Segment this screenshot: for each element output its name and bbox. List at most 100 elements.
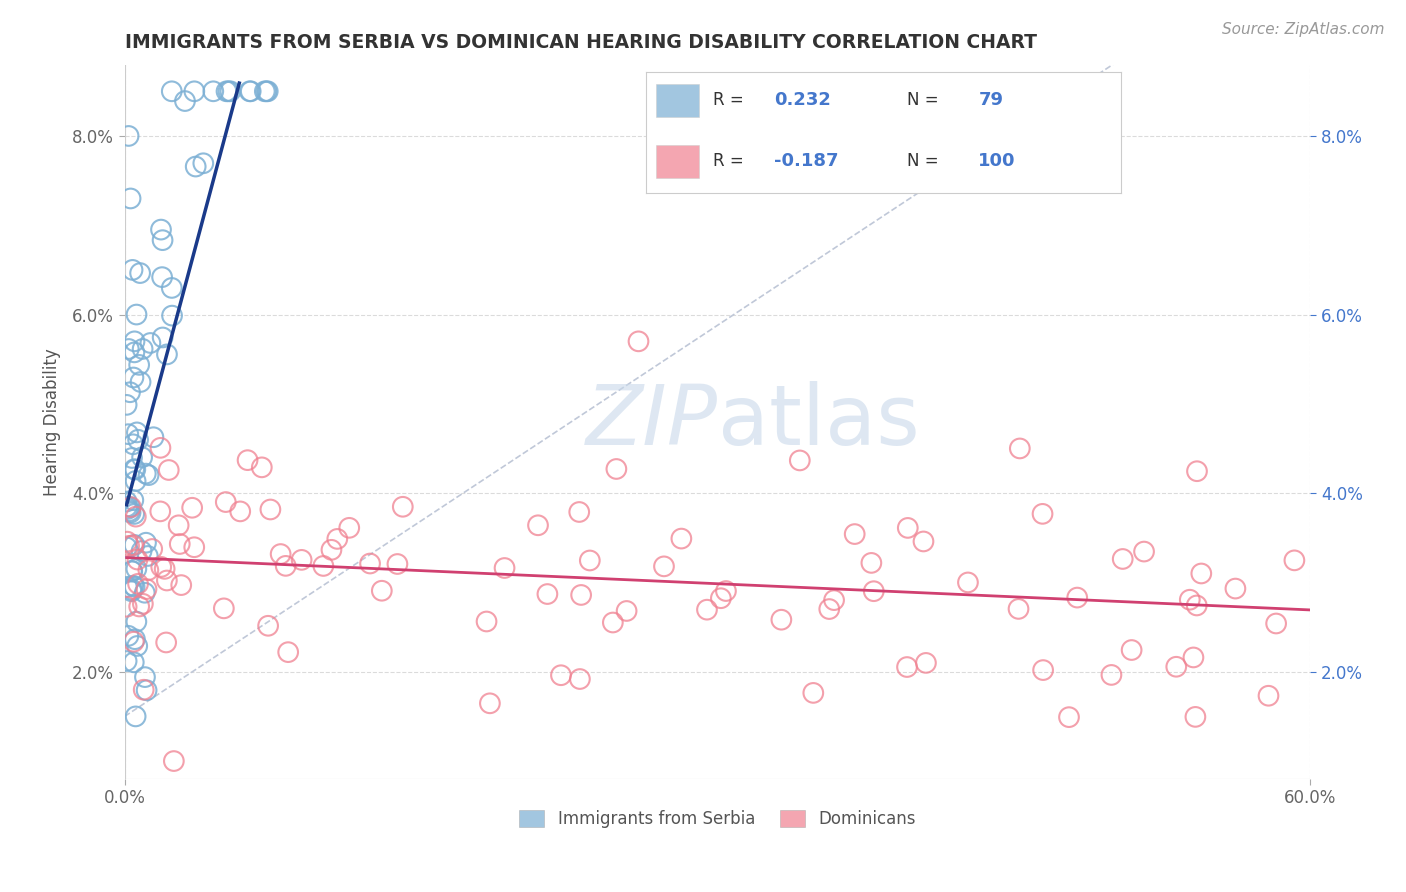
Point bbox=[120, 191, 142, 205]
Point bbox=[253, 84, 276, 98]
Point bbox=[117, 427, 139, 442]
Point bbox=[254, 84, 277, 98]
Point bbox=[259, 502, 281, 516]
Point bbox=[236, 453, 259, 467]
Point bbox=[568, 505, 591, 519]
Point bbox=[127, 433, 149, 447]
Point bbox=[124, 538, 146, 552]
Point bbox=[174, 94, 197, 108]
Point bbox=[115, 599, 138, 614]
Point bbox=[579, 553, 602, 567]
Point bbox=[122, 507, 145, 521]
Point bbox=[152, 330, 174, 344]
Point bbox=[714, 584, 737, 599]
Point bbox=[527, 518, 550, 533]
Point bbox=[239, 84, 262, 98]
Point bbox=[124, 709, 146, 723]
Point bbox=[122, 634, 145, 648]
Point bbox=[1057, 710, 1080, 724]
Point bbox=[138, 563, 160, 577]
Point bbox=[125, 425, 148, 440]
Point bbox=[183, 540, 205, 554]
Point bbox=[616, 604, 638, 618]
Point bbox=[1257, 689, 1279, 703]
Point bbox=[132, 682, 155, 697]
Point bbox=[1184, 710, 1206, 724]
Point bbox=[184, 160, 207, 174]
Y-axis label: Hearing Disability: Hearing Disability bbox=[44, 348, 60, 496]
Point bbox=[371, 583, 394, 598]
Point bbox=[160, 309, 183, 323]
Point bbox=[131, 544, 153, 558]
Point bbox=[156, 347, 179, 361]
Point bbox=[160, 84, 183, 98]
Point bbox=[127, 576, 149, 591]
Point bbox=[568, 672, 591, 686]
Point bbox=[152, 233, 174, 247]
Point bbox=[602, 615, 624, 630]
Point bbox=[138, 468, 160, 483]
Point bbox=[170, 578, 193, 592]
Point bbox=[129, 375, 152, 389]
Point bbox=[312, 558, 335, 573]
Point bbox=[124, 345, 146, 359]
Point bbox=[181, 500, 204, 515]
Point bbox=[217, 84, 239, 98]
Point bbox=[128, 358, 150, 372]
Point bbox=[169, 537, 191, 551]
Point bbox=[550, 668, 572, 682]
Point bbox=[125, 615, 148, 629]
Point bbox=[1166, 659, 1188, 673]
Point bbox=[897, 521, 920, 535]
Text: atlas: atlas bbox=[717, 381, 920, 462]
Point bbox=[155, 635, 177, 649]
Point bbox=[770, 613, 793, 627]
Point bbox=[274, 558, 297, 573]
Point bbox=[125, 509, 148, 524]
Point bbox=[149, 504, 172, 518]
Point bbox=[115, 541, 138, 555]
Point bbox=[605, 462, 627, 476]
Point bbox=[135, 535, 157, 549]
Point bbox=[536, 587, 558, 601]
Point bbox=[127, 552, 149, 566]
Point bbox=[150, 270, 173, 285]
Point bbox=[141, 541, 163, 556]
Point bbox=[277, 645, 299, 659]
Point bbox=[1007, 602, 1029, 616]
Point bbox=[120, 506, 142, 520]
Point bbox=[134, 586, 156, 600]
Point bbox=[160, 281, 183, 295]
Point bbox=[337, 521, 360, 535]
Point bbox=[291, 553, 314, 567]
Point bbox=[212, 601, 235, 615]
Point bbox=[124, 632, 146, 647]
Point bbox=[321, 542, 343, 557]
Point bbox=[167, 518, 190, 533]
Point bbox=[125, 562, 148, 576]
Point bbox=[494, 561, 516, 575]
Point bbox=[860, 556, 883, 570]
Point bbox=[150, 560, 173, 574]
Point bbox=[115, 654, 138, 668]
Point bbox=[1182, 650, 1205, 665]
Point bbox=[118, 342, 141, 356]
Point bbox=[844, 527, 866, 541]
Point bbox=[1178, 592, 1201, 607]
Point bbox=[122, 462, 145, 476]
Point bbox=[121, 263, 143, 277]
Point bbox=[129, 266, 152, 280]
Point bbox=[627, 334, 650, 349]
Point bbox=[823, 593, 845, 607]
Point bbox=[122, 538, 145, 552]
Point bbox=[671, 532, 693, 546]
Point bbox=[1031, 507, 1053, 521]
Point bbox=[121, 564, 143, 578]
Point bbox=[1133, 544, 1156, 558]
Point bbox=[136, 549, 159, 563]
Point bbox=[117, 128, 139, 143]
Point bbox=[326, 532, 349, 546]
Point bbox=[215, 84, 238, 98]
Point bbox=[135, 467, 157, 481]
Point bbox=[153, 562, 176, 576]
